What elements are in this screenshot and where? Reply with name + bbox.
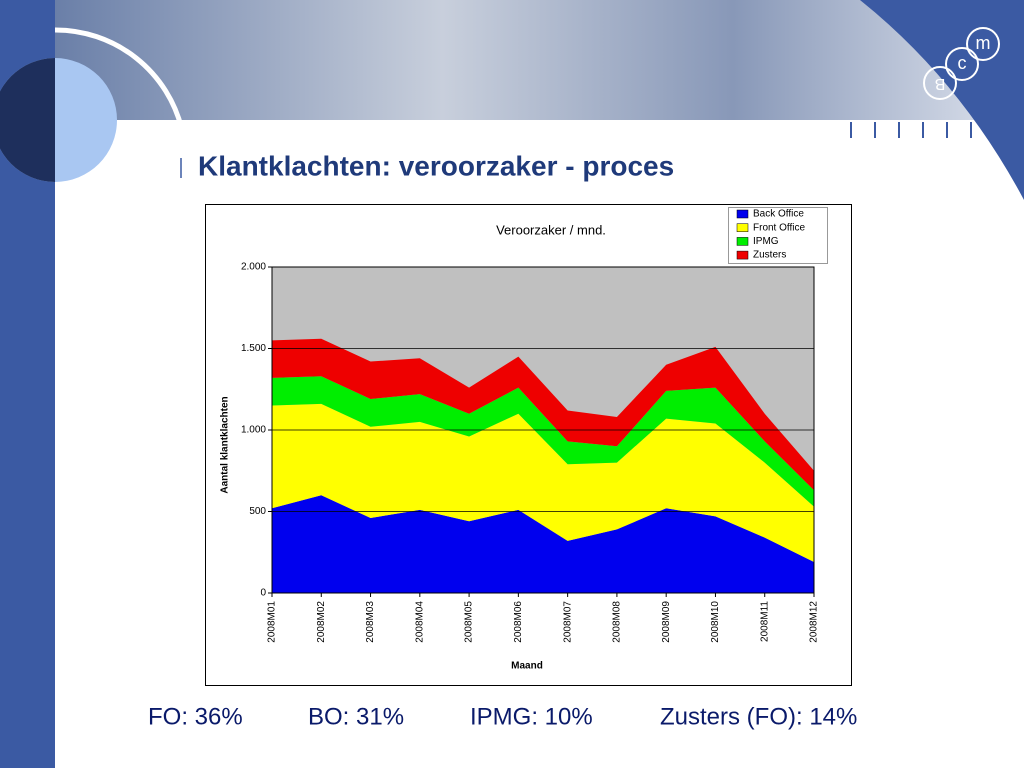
y-tick-label: 0: [260, 588, 266, 599]
area: [272, 403, 814, 563]
footer-stat: FO: 36%: [148, 703, 243, 730]
y-axis-label: Aantal klantklachten: [220, 396, 231, 493]
x-tick-label: 2008M06: [513, 601, 524, 643]
legend-swatch: [736, 223, 749, 232]
legend-label: Front Office: [753, 222, 805, 233]
banner-corner: [860, 0, 1024, 200]
legend-label: Back Office: [753, 209, 804, 220]
x-tick-label: 2008M08: [612, 601, 623, 643]
y-tick-label: 500: [249, 506, 266, 517]
area: [272, 338, 814, 491]
footer-stat: Zusters (FO): 14%: [660, 703, 857, 730]
footer-stat: BO: 31%: [308, 703, 404, 730]
y-tick-label: 1.000: [241, 425, 266, 436]
x-tick-label: 2008M10: [710, 601, 721, 643]
y-tick-label: 1.500: [241, 343, 266, 354]
x-tick-label: 2008M12: [809, 601, 820, 643]
logo: [923, 27, 1000, 100]
footer: FO: 36% BO: 31% IPMG: 10% Zusters (FO): 14%: [148, 703, 857, 730]
y-tick-label: 2.000: [241, 262, 266, 273]
x-tick-label: 2008M04: [414, 601, 425, 643]
arc: [54, 27, 185, 131]
area: [272, 495, 814, 593]
x-tick-label: 2008M07: [562, 601, 573, 643]
x-axis-label: Maand: [511, 661, 543, 672]
x-tick-label: 2008M03: [365, 601, 376, 643]
logo-letter: c: [958, 53, 967, 73]
x-tick-label: 2008M02: [316, 601, 327, 643]
banner: [55, 0, 1024, 120]
x-tick-label: 2008M05: [464, 601, 475, 643]
ticks-decor: [850, 122, 996, 138]
chart-title: Veroorzaker / mnd.: [496, 222, 606, 237]
legend-label: Zusters: [753, 250, 786, 261]
legend-swatch: [736, 237, 749, 246]
logo-letter: m: [976, 33, 991, 53]
x-tick-label: 2008M01: [267, 601, 278, 643]
plot-border: [271, 266, 815, 594]
legend-swatch: [736, 209, 749, 219]
x-tick-label: 2008M11: [759, 601, 770, 642]
slide-title: Klantklachten: veroorzaker - proces: [198, 150, 674, 181]
logo-letter: B: [935, 75, 946, 92]
area: [272, 376, 814, 507]
legend-label: IPMG: [753, 236, 779, 247]
footer-stat: IPMG: 10%: [470, 703, 593, 730]
x-tick-label: 2008M09: [661, 601, 672, 643]
circle-dark: [0, 58, 55, 182]
chart: Veroorzaker / mnd. 0 500 1.000 1.500 2.000 200…: [220, 207, 828, 672]
legend-swatch: [736, 250, 749, 260]
